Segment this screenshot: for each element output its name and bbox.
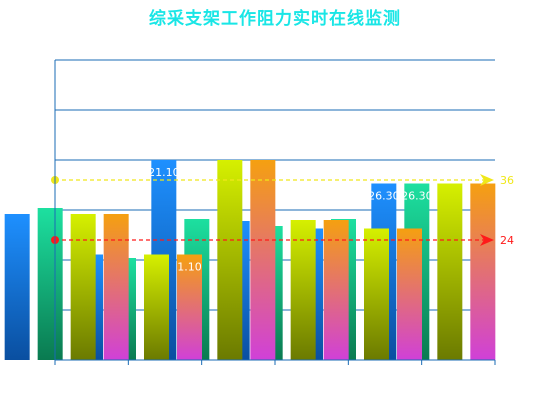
bar <box>470 183 496 360</box>
reference-line-label: 36 <box>500 174 514 187</box>
bar <box>364 228 389 360</box>
bar <box>437 183 463 360</box>
axis-layer <box>54 60 496 365</box>
reference-line-arrow <box>480 234 494 246</box>
bar <box>250 160 276 360</box>
bar-value-label: 1.10 <box>177 261 202 274</box>
chart-title: 综采支架工作阻力实时在线监测 <box>149 9 401 29</box>
bar <box>177 254 202 360</box>
value-labels: 1.10 21.10 26.30 26.30 <box>148 166 433 274</box>
bar-value-label: 26.30 <box>401 190 433 203</box>
reference-lines: 36 24 <box>51 174 514 247</box>
bar <box>397 228 422 360</box>
reference-line-label: 24 <box>500 234 514 247</box>
bar <box>144 254 169 360</box>
bar <box>290 220 316 360</box>
bar-layer <box>4 160 496 360</box>
bar <box>4 214 30 360</box>
bar <box>323 220 349 360</box>
bar-value-label: 26.30 <box>368 190 400 203</box>
bar <box>217 160 243 360</box>
bar <box>37 208 63 360</box>
bar <box>103 214 129 360</box>
bar-value-label: 21.10 <box>148 166 180 179</box>
bar <box>70 214 96 360</box>
reference-line-arrow <box>480 174 494 186</box>
